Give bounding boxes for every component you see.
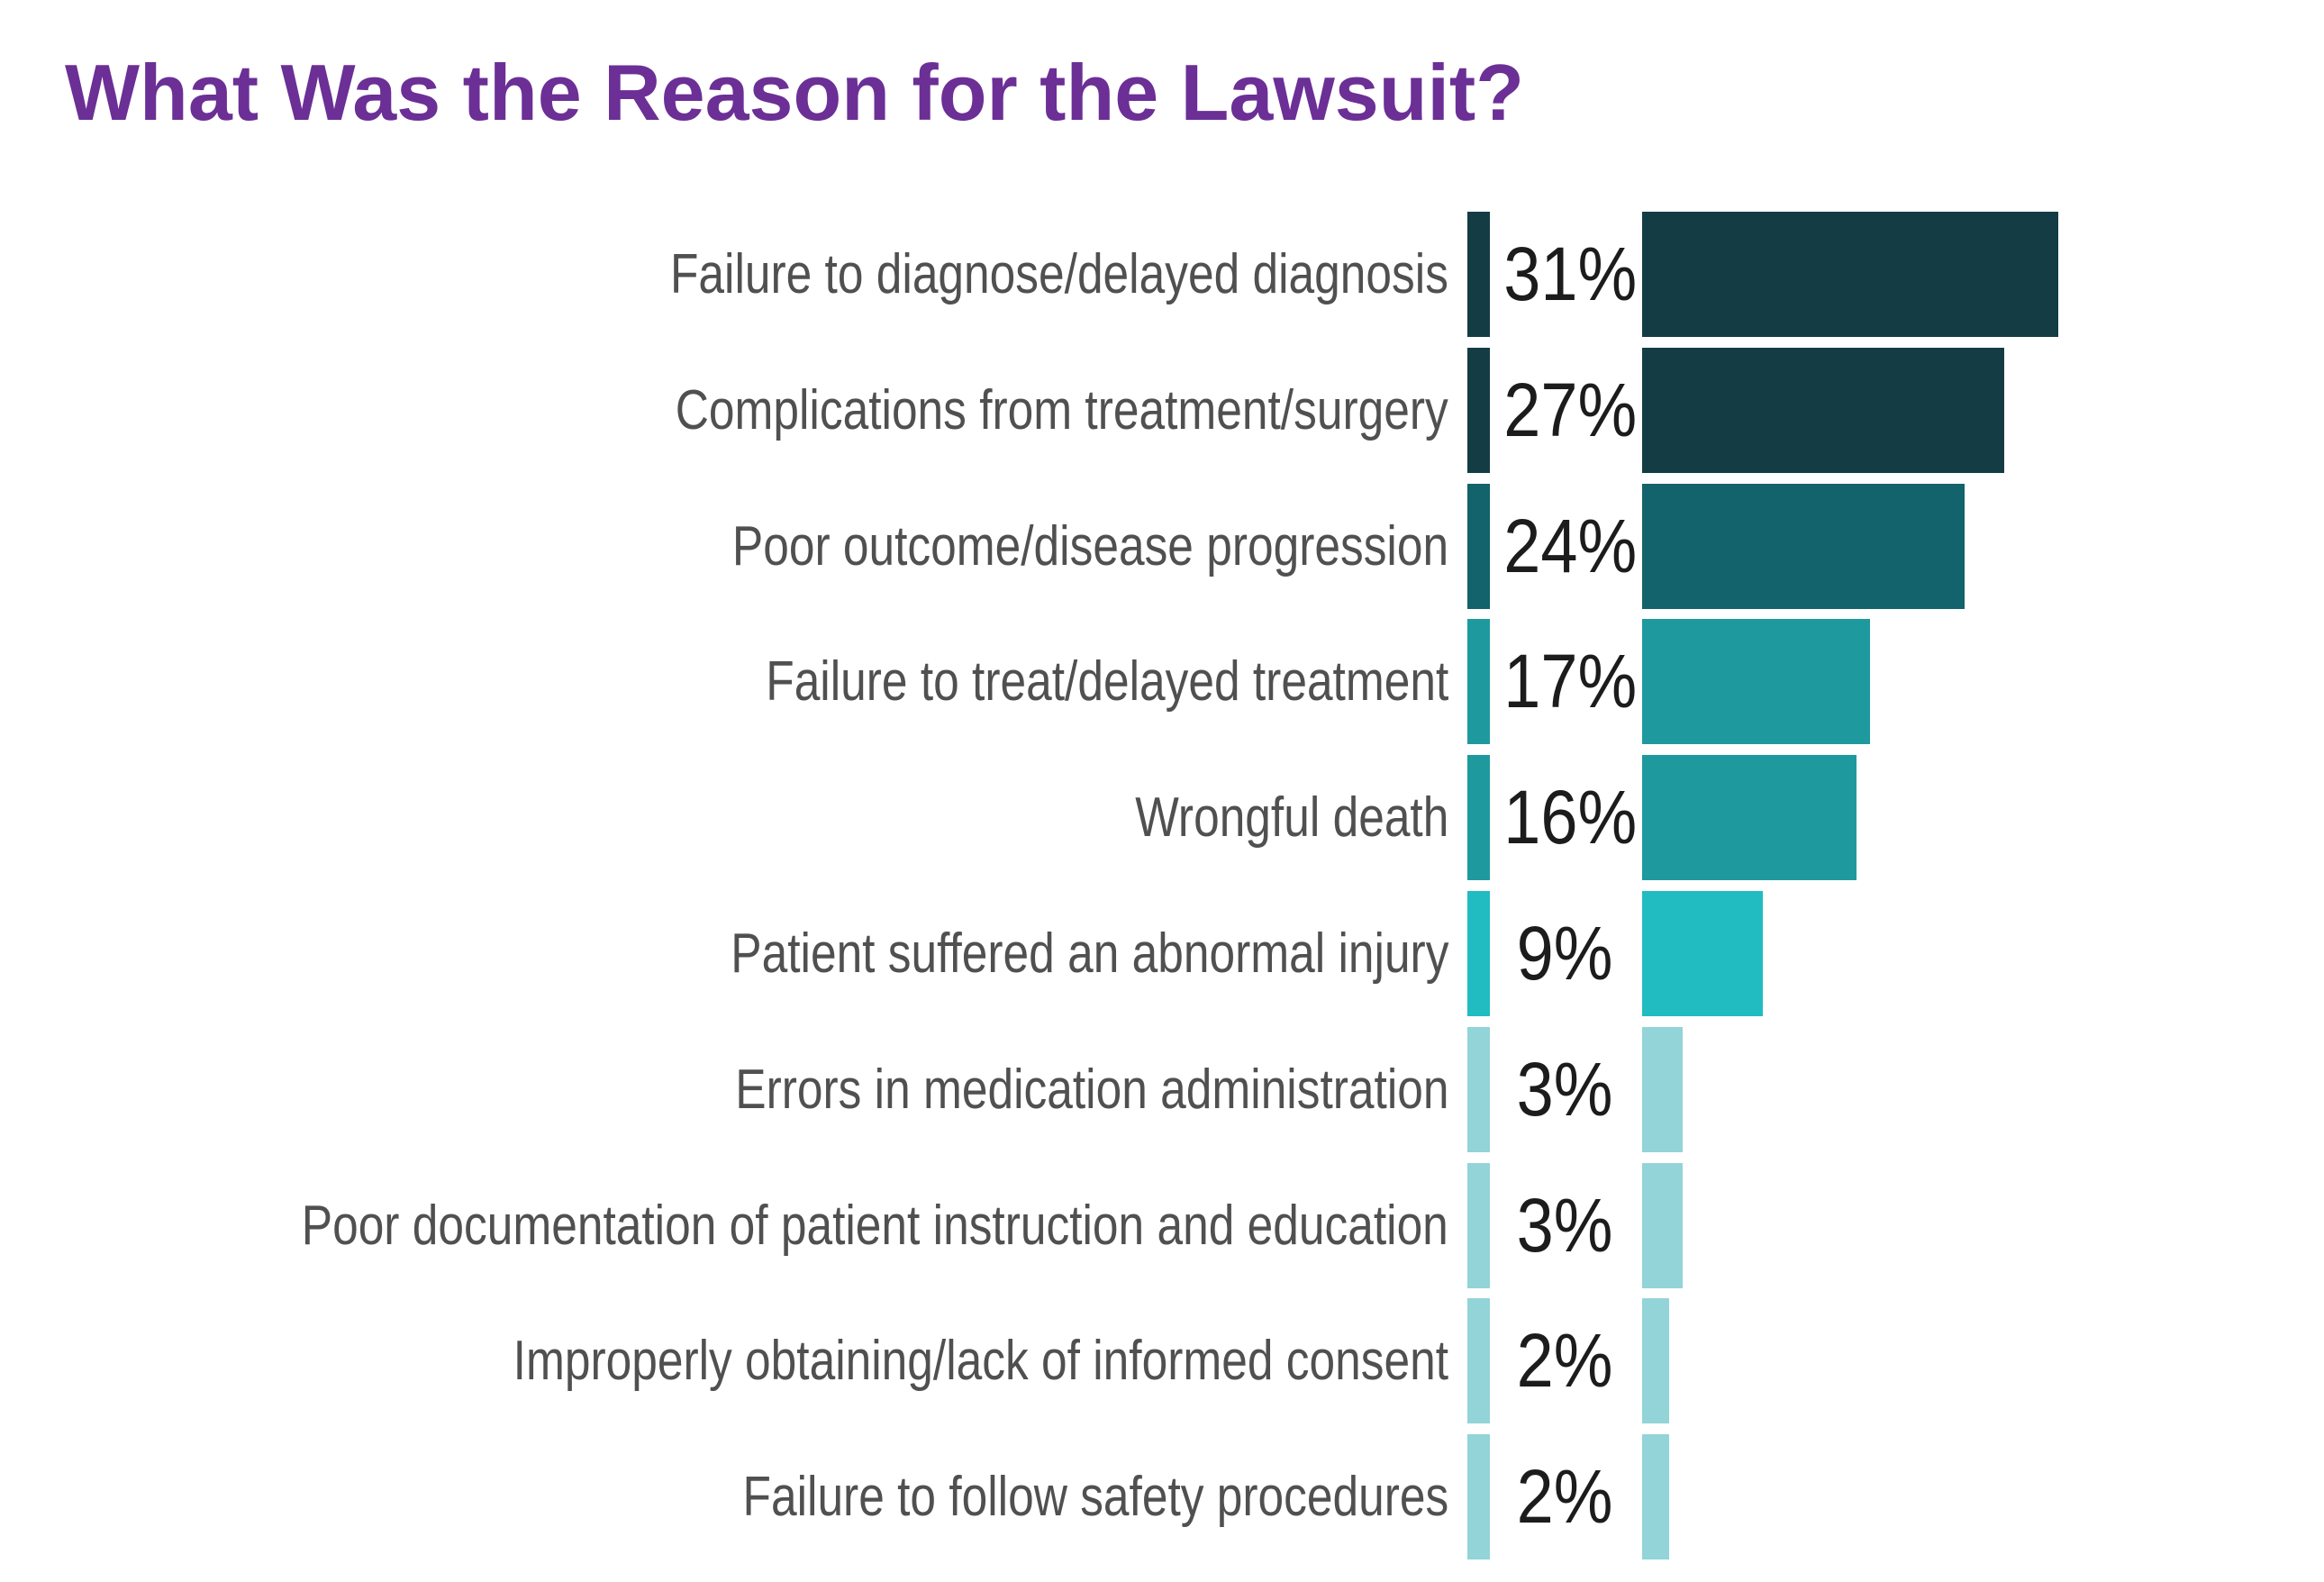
color-marker xyxy=(1467,1434,1490,1560)
data-label: 16% xyxy=(1503,775,1638,860)
data-label: 2% xyxy=(1516,1318,1613,1404)
bar xyxy=(1642,212,2058,337)
color-marker xyxy=(1467,1026,1490,1152)
data-label: 3% xyxy=(1516,1046,1613,1132)
color-marker xyxy=(1467,347,1490,473)
data-label: 27% xyxy=(1503,367,1638,452)
color-marker xyxy=(1467,483,1490,609)
category-label: Errors in medication administration xyxy=(734,1058,1448,1121)
category-label: Poor outcome/disease progression xyxy=(731,514,1448,577)
data-label: 31% xyxy=(1503,232,1638,316)
data-label: 17% xyxy=(1503,639,1638,724)
color-marker xyxy=(1467,891,1490,1016)
color-marker xyxy=(1467,619,1490,745)
bar xyxy=(1642,755,1857,881)
category-label: Improperly obtaining/lack of informed co… xyxy=(513,1330,1448,1393)
bar xyxy=(1642,1162,1683,1288)
bar xyxy=(1642,891,1764,1016)
bar xyxy=(1642,483,1965,609)
bar xyxy=(1642,1026,1683,1152)
color-marker xyxy=(1467,1298,1490,1424)
chart-title: What Was the Reason for the Lawsuit? xyxy=(65,48,1524,137)
data-label: 3% xyxy=(1516,1182,1613,1268)
bar xyxy=(1642,1434,1669,1560)
category-label: Patient suffered an abnormal injury xyxy=(730,923,1448,985)
bar xyxy=(1642,1298,1669,1424)
data-label: 24% xyxy=(1503,503,1638,588)
data-label: 2% xyxy=(1516,1454,1613,1540)
color-marker xyxy=(1467,212,1490,337)
category-label: Failure to diagnose/delayed diagnosis xyxy=(670,243,1448,305)
bar xyxy=(1642,619,1871,745)
category-label: Wrongful death xyxy=(1134,786,1448,850)
bar xyxy=(1642,347,2005,473)
color-marker xyxy=(1467,755,1490,881)
category-label: Failure to treat/delayed treatment xyxy=(765,650,1448,714)
category-label: Poor documentation of patient instructio… xyxy=(301,1194,1448,1257)
color-marker xyxy=(1467,1162,1490,1288)
category-label: Complications from treatment/surgery xyxy=(676,378,1448,441)
category-label: Failure to follow safety procedures xyxy=(742,1466,1448,1529)
data-label: 9% xyxy=(1516,911,1613,996)
